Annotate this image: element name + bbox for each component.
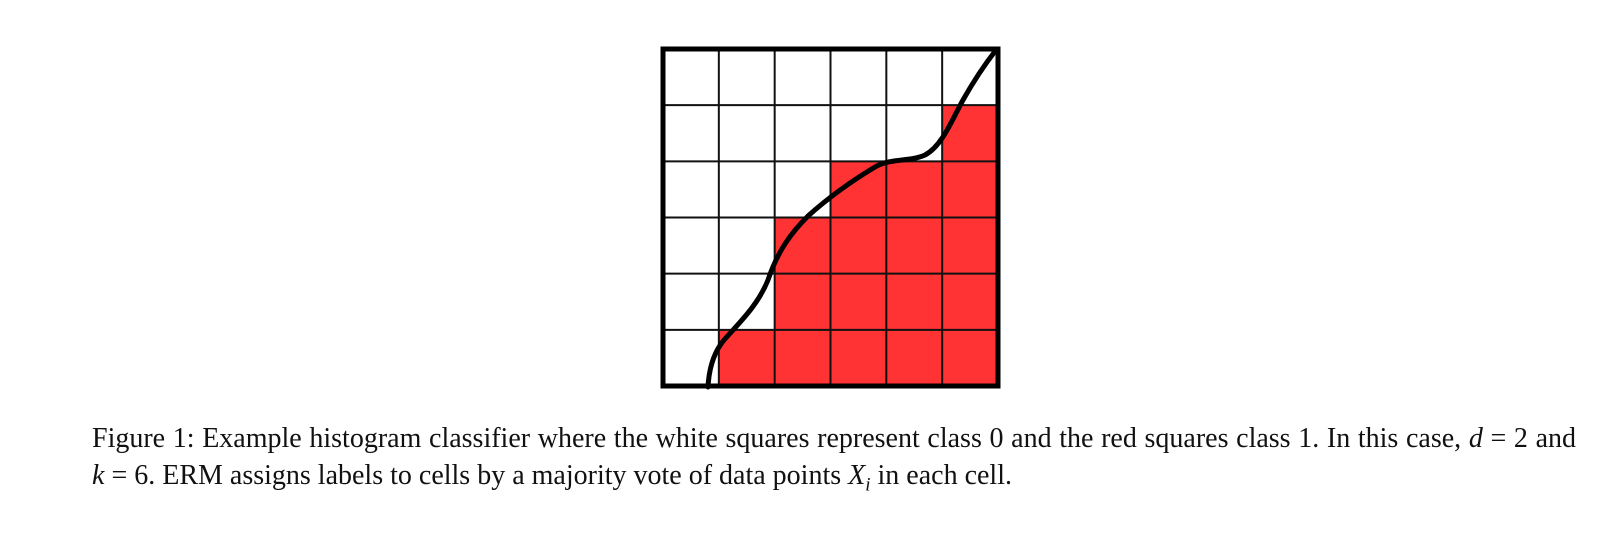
grid-cell-r5-c5-class1 — [942, 329, 998, 386]
grid-cell-r5-c3-class1 — [830, 329, 887, 386]
caption-label: Figure 1: — [92, 423, 195, 454]
grid-cell-r0-c3-class0 — [830, 49, 887, 106]
caption-eq-1: = 2 and — [1482, 423, 1576, 454]
caption-text-part1: Example histogram classifier where the w… — [194, 423, 1469, 454]
grid-cell-r5-c4-class1 — [886, 329, 943, 386]
grid-cell-r4-c0-class0 — [663, 273, 719, 330]
grid-cell-r2-c1-class0 — [718, 161, 775, 218]
grid-cell-r4-c5-class1 — [942, 273, 998, 330]
grid-cell-r1-c3-class0 — [830, 105, 887, 162]
grid-cell-r0-c4-class0 — [886, 49, 943, 106]
grid-cell-r3-c5-class1 — [942, 217, 998, 274]
grid-cell-r4-c2-class1 — [774, 273, 831, 330]
caption-var-d: d — [1468, 423, 1483, 454]
grid-cell-r2-c4-class1 — [886, 161, 943, 218]
grid-cell-r4-c4-class1 — [886, 273, 943, 330]
decision-boundary-curve — [705, 47, 999, 390]
grid-cell-r3-c4-class1 — [886, 217, 943, 274]
grid-cell-r2-c5-class1 — [942, 161, 998, 218]
grid-cell-r3-c3-class1 — [830, 217, 887, 274]
grid-cell-r5-c2-class1 — [774, 329, 831, 386]
grid-cell-r1-c2-class0 — [774, 105, 831, 162]
grid-cell-r0-c2-class0 — [774, 49, 831, 106]
caption-subscript-i: i — [865, 474, 871, 496]
cells-layer — [663, 49, 998, 386]
grid-cell-r1-c1-class0 — [718, 105, 775, 162]
grid-cell-r2-c2-class0 — [774, 161, 831, 218]
figure-caption: Figure 1: Example histogram classifier w… — [92, 420, 1576, 496]
grid-cell-r0-c0-class0 — [663, 49, 719, 106]
histogram-classifier-figure — [660, 46, 1001, 390]
caption-eq-2: = 6. ERM assigns labels to cells by a ma… — [104, 460, 849, 491]
caption-text-part2: in each cell. — [870, 460, 1012, 491]
figure-frame — [660, 46, 1001, 389]
caption-var-k: k — [92, 460, 105, 491]
grid-cell-r5-c1-class1 — [718, 329, 775, 386]
grid-cell-r1-c0-class0 — [663, 105, 719, 162]
grid-cell-r3-c0-class0 — [663, 217, 719, 274]
grid-cell-r1-c4-class0 — [886, 105, 943, 162]
grid-cell-r2-c0-class0 — [663, 161, 719, 218]
grid-cell-r1-c5-class1 — [942, 105, 998, 162]
figure — [660, 46, 1001, 390]
grid-cell-r0-c1-class0 — [718, 49, 775, 106]
grid-cell-r3-c1-class0 — [718, 217, 775, 274]
caption-var-X: X — [848, 460, 866, 491]
grid-cell-r4-c3-class1 — [830, 273, 887, 330]
grid-lines — [663, 49, 998, 386]
